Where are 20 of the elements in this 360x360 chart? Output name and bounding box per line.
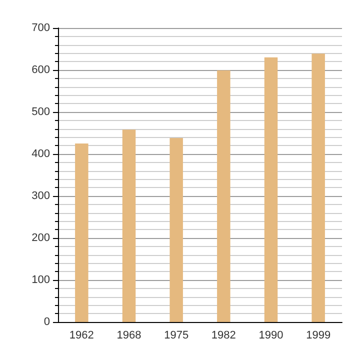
y-tick-label: 400: [32, 148, 50, 160]
bar: [75, 144, 88, 322]
x-tick-label: 1968: [116, 330, 142, 342]
x-tick-label: 1962: [69, 330, 94, 342]
y-tick-label: 200: [32, 232, 50, 244]
y-tick-label: 600: [32, 64, 50, 76]
bar: [122, 130, 136, 322]
x-tick-label: 1999: [306, 330, 331, 342]
x-tick-label: 1975: [164, 330, 189, 342]
bar: [264, 57, 278, 322]
y-tick-label: 100: [32, 274, 50, 286]
y-tick-label: 500: [32, 106, 50, 118]
y-tick-label: 700: [32, 22, 50, 34]
bar: [170, 138, 183, 322]
bar: [217, 70, 230, 322]
x-tick-label: 1990: [258, 330, 284, 342]
bar: [312, 54, 325, 322]
x-tick-label: 1982: [211, 330, 236, 342]
y-tick-label: 300: [32, 190, 50, 202]
y-tick-label: 0: [44, 316, 50, 328]
